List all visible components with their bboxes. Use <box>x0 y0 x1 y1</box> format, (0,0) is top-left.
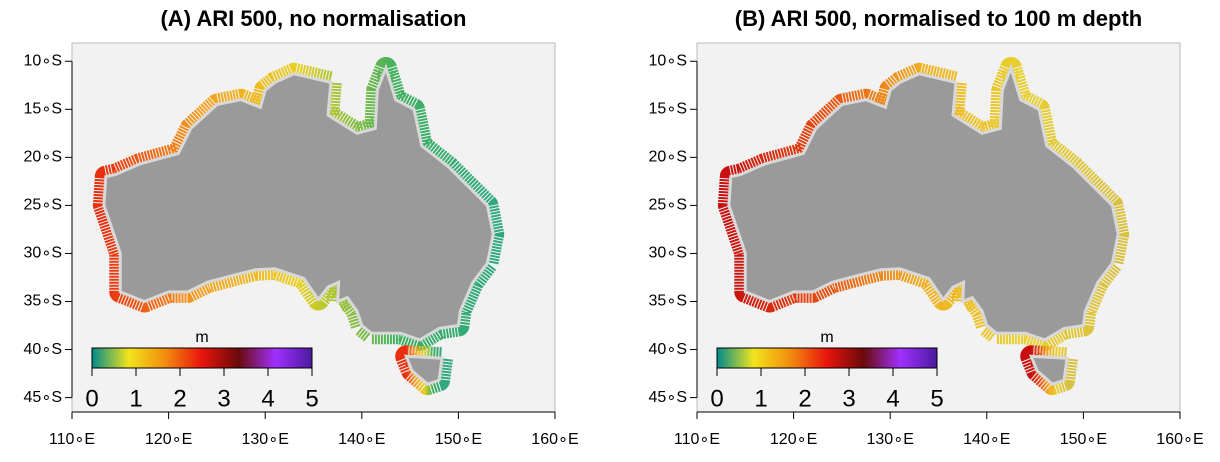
y-tick-label: 25∘S <box>649 197 687 214</box>
y-tick-label: 30∘S <box>24 245 62 262</box>
x-tick-label: 130∘E <box>242 431 289 448</box>
y-tick-label: 40∘S <box>649 341 687 358</box>
x-tick-label: 150∘E <box>435 431 482 448</box>
colorbar-tick-label: 4 <box>261 385 274 412</box>
y-tick-label: 45∘S <box>24 389 62 406</box>
colorbar-tick-label: 0 <box>710 385 723 412</box>
x-tick-label: 140∘E <box>963 431 1010 448</box>
colorbar-tick-label: 0 <box>85 385 98 412</box>
map-panel: (B) ARI 500, normalised to 100 m depth10… <box>649 6 1204 448</box>
colorbar-tick-label: 3 <box>842 385 855 412</box>
colorbar-label: m <box>195 329 208 346</box>
y-tick-label: 45∘S <box>649 389 687 406</box>
y-tick-label: 20∘S <box>649 149 687 166</box>
panel-title: (B) ARI 500, normalised to 100 m depth <box>735 6 1143 31</box>
x-tick-label: 140∘E <box>338 431 385 448</box>
y-tick-label: 15∘S <box>649 101 687 118</box>
colorbar-tick-label: 5 <box>930 385 943 412</box>
colorbar <box>92 348 312 368</box>
colorbar-tick-label: 4 <box>886 385 899 412</box>
colorbar-tick-label: 1 <box>754 385 767 412</box>
x-tick-label: 120∘E <box>770 431 817 448</box>
colorbar-tick-label: 1 <box>129 385 142 412</box>
colorbar-tick-label: 3 <box>217 385 230 412</box>
colorbar <box>717 348 937 368</box>
x-tick-label: 120∘E <box>145 431 192 448</box>
figure: (A) ARI 500, no normalisation 10∘S 15∘S 20∘… <box>0 0 1220 457</box>
x-tick-label: 160∘E <box>531 431 578 448</box>
x-tick-label: 130∘E <box>867 431 914 448</box>
colorbar-label: m <box>820 329 833 346</box>
y-tick-label: 30∘S <box>649 245 687 262</box>
y-tick-label: 40∘S <box>24 341 62 358</box>
x-tick-label: 110∘E <box>49 431 95 448</box>
y-tick-label: 35∘S <box>649 293 687 310</box>
x-tick-label: 150∘E <box>1060 431 1107 448</box>
y-tick-label: 20∘S <box>24 149 62 166</box>
x-tick-label: 160∘E <box>1156 431 1203 448</box>
panel-title: (A) ARI 500, no normalisation <box>160 6 466 31</box>
colorbar-tick-label: 2 <box>798 385 811 412</box>
y-tick-label: 10∘S <box>24 52 62 69</box>
y-tick-label: 25∘S <box>24 197 62 214</box>
colorbar-tick-label: 5 <box>305 385 318 412</box>
y-tick-label: 15∘S <box>24 101 62 118</box>
map-panel: (A) ARI 500, no normalisation 10∘S 15∘S 20∘… <box>24 6 579 448</box>
y-tick-label: 10∘S <box>649 52 687 69</box>
y-tick-label: 35∘S <box>24 293 62 310</box>
colorbar-tick-label: 2 <box>173 385 186 412</box>
x-tick-label: 110∘E <box>674 431 720 448</box>
